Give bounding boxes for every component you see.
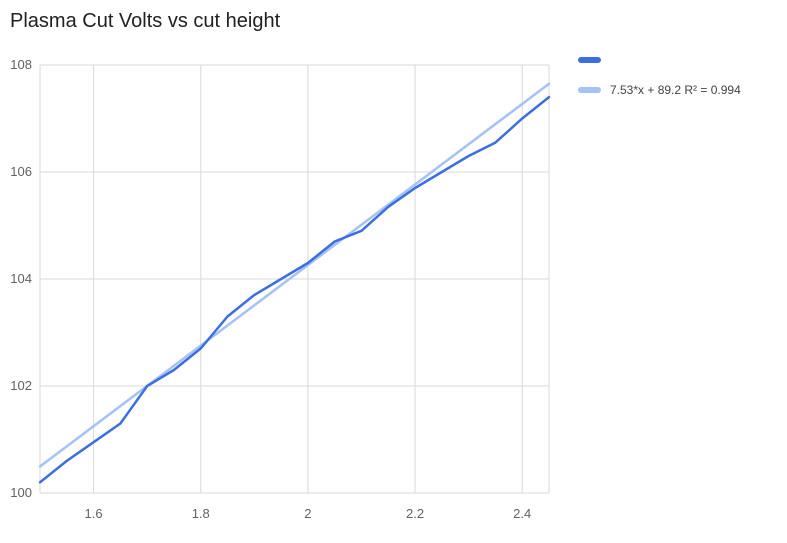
legend-item-series	[578, 54, 741, 66]
legend-swatch-trendline	[578, 87, 601, 93]
legend-label-trendline: 7.53*x + 89.2 R² = 0.994	[610, 83, 741, 97]
series-line-trendline	[38, 82, 551, 468]
x-axis-tick-label: 1.6	[85, 506, 103, 521]
legend: 7.53*x + 89.2 R² = 0.994	[578, 54, 741, 97]
legend-item-trendline: 7.53*x + 89.2 R² = 0.994	[578, 83, 741, 97]
x-axis-tick-label: 2.4	[513, 506, 531, 521]
x-axis-tick-label: 2.2	[406, 506, 424, 521]
chart-title: Plasma Cut Volts vs cut height	[10, 10, 281, 32]
y-axis-tick-label: 102	[10, 378, 32, 393]
y-axis-tick-label: 108	[10, 57, 32, 72]
legend-swatch-series	[578, 57, 601, 63]
y-axis-tick-label: 104	[10, 271, 32, 286]
y-axis-tick-label: 106	[10, 164, 32, 179]
y-axis-tick-label: 100	[10, 485, 32, 500]
series-line-line	[38, 95, 551, 484]
x-axis-tick-label: 2	[304, 506, 311, 521]
x-axis-tick-label: 1.8	[192, 506, 210, 521]
